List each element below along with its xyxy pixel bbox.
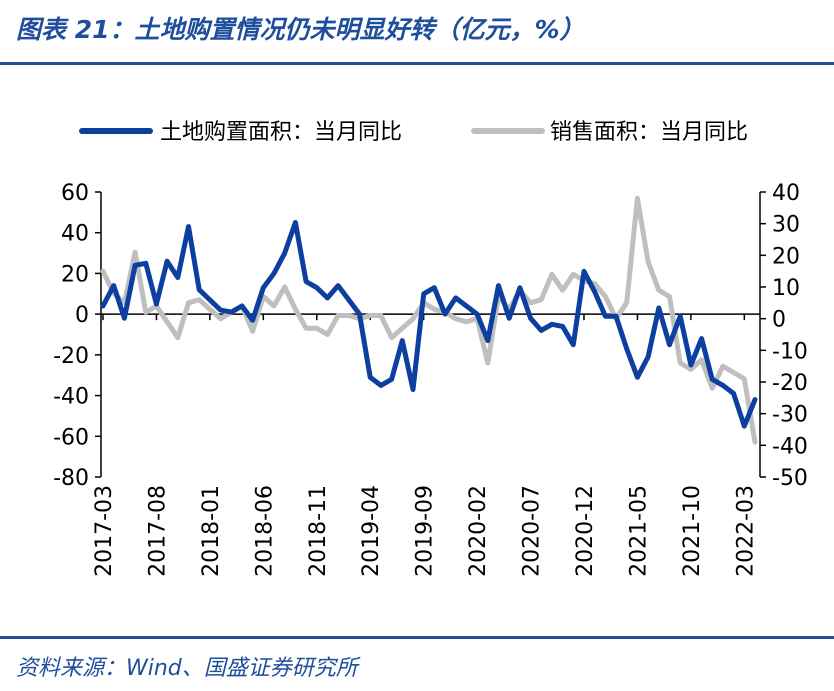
series-line-sales-area (100, 195, 758, 445)
right-tick-label: -30 (772, 403, 808, 428)
left-tick-label: 40 (61, 222, 89, 247)
right-tick-label: 0 (772, 308, 786, 333)
x-axis: 2017-03 2017-08 2018-01 2018-06 2018-11 2019-… (92, 313, 760, 577)
left-tick-label: -60 (53, 425, 89, 450)
x-tick-label: 2020-07 (520, 485, 545, 577)
right-tick-label: 20 (772, 244, 800, 269)
x-tick-label: 2022-03 (733, 485, 758, 577)
right-tick-label: -10 (772, 339, 808, 364)
right-y-axis: 40 30 20 10 0 -10 -20 -30 -40 -50 (759, 181, 808, 491)
legend-label: 销售面积：当月同比 (550, 120, 748, 145)
x-tick-label: 2017-03 (92, 485, 117, 577)
right-tick-label: 40 (772, 181, 800, 206)
series-line-land-purchase (100, 220, 758, 429)
chart-legend: 土地购置面积：当月同比 销售面积：当月同比 (79, 120, 748, 145)
left-y-axis: 60 40 20 0 -20 -40 -60 -80 (53, 181, 102, 491)
x-tick-label: 2017-08 (145, 485, 170, 577)
x-tick-label: 2019-09 (413, 485, 438, 577)
right-tick-label: -50 (772, 466, 808, 491)
footer-divider (0, 636, 834, 639)
x-tick-label: 2019-04 (359, 485, 384, 577)
x-tick-label: 2021-05 (626, 485, 651, 577)
left-tick-label: 60 (61, 181, 89, 206)
x-tick-label: 2021-10 (680, 485, 705, 577)
x-tick-label: 2018-11 (306, 485, 331, 577)
left-tick-label: 0 (75, 303, 89, 328)
title-divider (0, 62, 834, 65)
figure-title: 图表 21：土地购置情况仍未明显好转（亿元，%） (16, 15, 585, 44)
right-tick-label: -40 (772, 434, 808, 459)
left-tick-label: -20 (53, 344, 89, 369)
right-tick-label: -20 (772, 371, 808, 396)
left-tick-label: -40 (53, 385, 89, 410)
legend-label: 土地购置面积：当月同比 (160, 120, 402, 145)
source-note: 资料来源：Wind、国盛证券研究所 (16, 656, 358, 681)
line-chart: 土地购置面积：当月同比 销售面积：当月同比 60 40 20 0 -20 -40 -60 -80… (53, 120, 808, 577)
x-tick-label: 2020-12 (573, 485, 598, 577)
right-tick-label: 10 (772, 276, 800, 301)
x-tick-label: 2018-01 (199, 485, 224, 577)
plot-lines (100, 195, 758, 445)
left-tick-label: -80 (53, 466, 89, 491)
x-tick-label: 2020-02 (466, 485, 491, 577)
right-tick-label: 30 (772, 213, 800, 238)
x-tick-label: 2018-06 (252, 485, 277, 577)
left-tick-label: 20 (61, 262, 89, 287)
